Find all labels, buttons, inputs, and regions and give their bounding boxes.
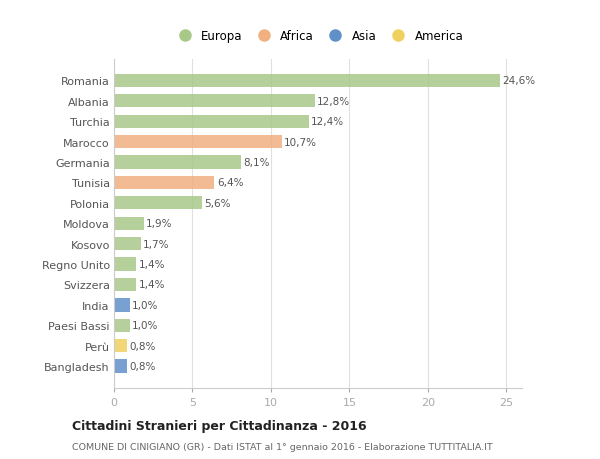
- Text: 1,0%: 1,0%: [132, 320, 158, 330]
- Bar: [114, 115, 308, 129]
- Bar: [114, 278, 136, 291]
- Text: 5,6%: 5,6%: [204, 198, 231, 208]
- Text: 1,4%: 1,4%: [139, 280, 165, 290]
- Bar: [114, 299, 130, 312]
- Bar: [114, 319, 130, 332]
- Bar: [114, 258, 136, 271]
- Text: 1,9%: 1,9%: [146, 219, 173, 229]
- Text: 24,6%: 24,6%: [502, 76, 536, 86]
- Bar: [114, 74, 500, 88]
- Text: 0,8%: 0,8%: [129, 361, 155, 371]
- Bar: [114, 237, 140, 251]
- Bar: [114, 176, 214, 190]
- Bar: [114, 95, 315, 108]
- Text: 0,8%: 0,8%: [129, 341, 155, 351]
- Text: 1,7%: 1,7%: [143, 239, 170, 249]
- Text: 10,7%: 10,7%: [284, 137, 317, 147]
- Text: Cittadini Stranieri per Cittadinanza - 2016: Cittadini Stranieri per Cittadinanza - 2…: [72, 419, 367, 432]
- Legend: Europa, Africa, Asia, America: Europa, Africa, Asia, America: [169, 26, 467, 46]
- Text: 6,4%: 6,4%: [217, 178, 243, 188]
- Text: COMUNE DI CINIGIANO (GR) - Dati ISTAT al 1° gennaio 2016 - Elaborazione TUTTITAL: COMUNE DI CINIGIANO (GR) - Dati ISTAT al…: [72, 442, 493, 451]
- Bar: [114, 156, 241, 169]
- Text: 8,1%: 8,1%: [244, 158, 270, 168]
- Bar: [114, 339, 127, 353]
- Bar: [114, 360, 127, 373]
- Text: 1,0%: 1,0%: [132, 300, 158, 310]
- Text: 12,8%: 12,8%: [317, 96, 350, 106]
- Text: 1,4%: 1,4%: [139, 259, 165, 269]
- Bar: [114, 136, 282, 149]
- Text: 12,4%: 12,4%: [311, 117, 344, 127]
- Bar: [114, 217, 144, 230]
- Bar: [114, 197, 202, 210]
